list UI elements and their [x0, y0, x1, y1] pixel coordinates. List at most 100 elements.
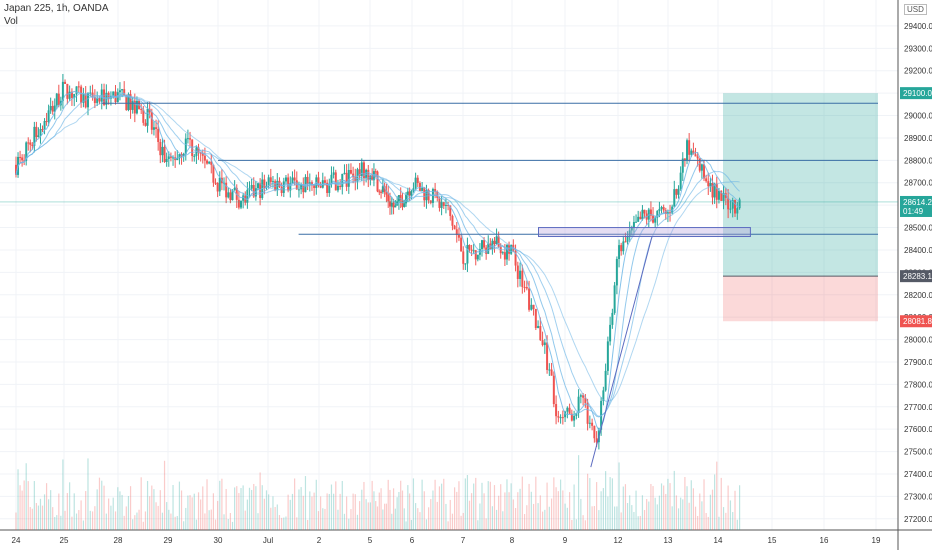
volume-bar [470, 493, 473, 530]
volume-bar [251, 489, 253, 530]
volume-bar [166, 502, 168, 530]
volume-bar [438, 486, 441, 530]
candle-body [118, 90, 121, 93]
candle-body [568, 407, 571, 414]
volume-bar [191, 497, 193, 530]
volume-bar [584, 520, 586, 530]
volume-bar [373, 491, 375, 530]
candle-body [21, 157, 24, 161]
volume-bar [274, 506, 276, 530]
candle-body [688, 140, 691, 155]
candle-body [77, 86, 80, 88]
volume-bar [195, 519, 198, 530]
candle-body [707, 181, 710, 187]
volume-bar [382, 509, 384, 530]
candle-body [148, 108, 151, 113]
volume-bar [265, 490, 268, 530]
volume-bar [622, 486, 624, 530]
volume-bar [697, 515, 699, 530]
volume-bar [646, 499, 648, 530]
volume-bar [734, 490, 736, 530]
candle-body [68, 91, 71, 99]
volume-bar [631, 505, 633, 530]
candle-body [654, 217, 657, 223]
currency-badge[interactable]: USD [904, 4, 927, 15]
candle-body [425, 189, 428, 201]
volume-bar [17, 469, 19, 530]
volume-bar [602, 488, 604, 530]
volume-bar [350, 509, 352, 530]
candle-body [49, 106, 52, 111]
volume-bar [611, 478, 613, 530]
volume-bar [172, 485, 174, 530]
candle-body [358, 169, 361, 177]
candle-body [630, 227, 633, 231]
volume-bar [261, 485, 263, 530]
candle-body [476, 254, 479, 260]
volume-bar [62, 459, 64, 530]
candle-body [523, 286, 526, 288]
candle-body [451, 215, 454, 226]
volume-bar [456, 491, 458, 530]
candle-body [178, 154, 181, 159]
volume-bar [294, 478, 296, 530]
volume-bar [45, 483, 48, 530]
volume-bar [385, 503, 388, 530]
volume-bar [96, 489, 98, 530]
candle-body [27, 142, 30, 144]
volume-bar [541, 511, 544, 530]
y-tick-label: 28200.0 [904, 291, 932, 300]
candle-body [135, 100, 138, 114]
volume-bar [614, 506, 616, 530]
candle-body [293, 177, 296, 181]
candle-body [184, 138, 187, 154]
volume-bar [127, 496, 130, 530]
candle-body [330, 174, 333, 184]
volume-bar [242, 485, 244, 530]
stop-zone [723, 276, 878, 322]
candle-body [460, 237, 463, 252]
volume-bar [593, 506, 595, 530]
candle-body [267, 177, 270, 187]
candle-body [698, 158, 701, 171]
volume-bar [337, 509, 339, 530]
volume-bar [78, 510, 80, 530]
volume-bar [396, 497, 398, 530]
candle-body [263, 179, 266, 188]
volume-bar [491, 506, 493, 530]
volume-bar [27, 481, 29, 530]
volume-bar [144, 511, 147, 530]
volume-bar [641, 495, 644, 530]
candle-body [112, 91, 115, 96]
volume-bar [500, 484, 502, 530]
volume-bar [326, 493, 328, 530]
volume-bar [302, 495, 304, 530]
candle-body [539, 325, 542, 341]
candle-body [681, 158, 684, 173]
volume-bar [582, 515, 584, 530]
candle-body [23, 160, 26, 162]
candle-body [332, 172, 335, 175]
candle-body [229, 192, 232, 201]
candle-body [206, 160, 209, 164]
volume-bar [236, 486, 238, 530]
candle-body [150, 112, 153, 130]
volume-bar [328, 493, 330, 530]
candle-body [140, 109, 143, 111]
volume-bar [449, 499, 451, 530]
volume-bar [580, 498, 582, 530]
volume-bar [727, 485, 729, 530]
volume-bar [39, 498, 42, 530]
candle-body [457, 234, 460, 238]
candle-body [360, 162, 363, 177]
volume-bar [324, 508, 326, 530]
candle-body [557, 416, 560, 418]
volume-bar [380, 488, 382, 530]
volume-bar [557, 491, 559, 530]
volume-bar [270, 507, 272, 530]
volume-bar [707, 516, 709, 530]
candle-body [406, 191, 409, 195]
volume-bar [168, 509, 170, 530]
candle-body [660, 207, 663, 209]
